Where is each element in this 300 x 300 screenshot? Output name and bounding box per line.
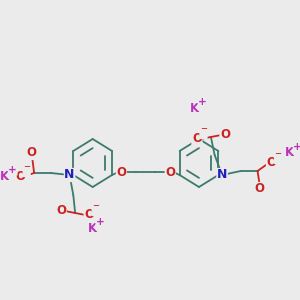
Text: O: O (26, 146, 36, 160)
Text: K: K (87, 223, 97, 236)
Text: ⁻: ⁻ (23, 164, 30, 176)
Text: O: O (220, 128, 230, 142)
Text: O: O (15, 170, 25, 184)
Text: N: N (64, 169, 75, 182)
Text: +: + (8, 165, 17, 175)
Text: O: O (254, 182, 264, 196)
Text: ⁻: ⁻ (92, 202, 99, 215)
Text: ⁻: ⁻ (200, 125, 207, 139)
Text: O: O (266, 157, 277, 169)
Text: ⁻: ⁻ (274, 151, 282, 164)
Text: O: O (116, 166, 126, 178)
Text: O: O (84, 208, 94, 221)
Text: +: + (198, 97, 207, 107)
Text: K: K (285, 146, 294, 160)
Text: +: + (293, 142, 300, 152)
Text: K: K (190, 103, 199, 116)
Text: +: + (96, 217, 105, 227)
Text: N: N (217, 169, 227, 182)
Text: O: O (192, 133, 202, 146)
Text: O: O (165, 166, 175, 178)
Text: K: K (0, 170, 9, 184)
Text: O: O (56, 205, 66, 218)
